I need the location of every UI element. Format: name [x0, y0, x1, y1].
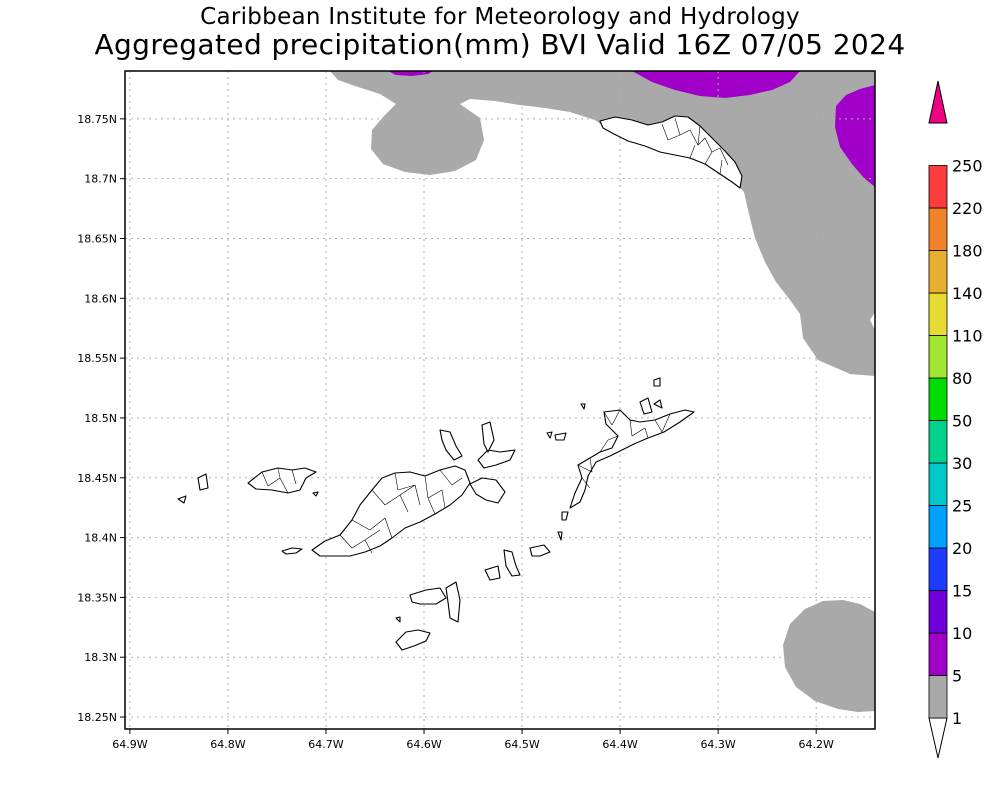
island-sv-cay-1: [546, 431, 553, 439]
x-tick-label: 64.9W: [112, 738, 147, 751]
island-west-cay-2: [177, 495, 187, 504]
grid: [125, 71, 875, 729]
plot-frame: [124, 70, 876, 730]
island-guana: [439, 429, 463, 461]
colorbar-label: 10: [952, 624, 972, 643]
y-tick-label: 18.4N: [84, 532, 117, 545]
island-broken-jerusalem: [529, 544, 551, 557]
island-sv-cay-4: [561, 511, 569, 521]
island-west-cay-1: [197, 473, 209, 491]
island-peter: [409, 587, 447, 605]
island-anegada: [599, 115, 743, 189]
x-tick-label: 64.4W: [602, 738, 637, 751]
island-jost-van-dyke: [247, 467, 317, 494]
island-great-camanoe: [477, 449, 516, 469]
colorbar-segment: [928, 292, 948, 336]
island-mosquito: [639, 397, 653, 415]
colorbar-segment: [928, 547, 948, 591]
colorbar-segment: [928, 420, 948, 464]
colorbar-label: 25: [952, 497, 972, 516]
y-tick-label: 18.6N: [84, 292, 117, 305]
island-prickly-pear: [653, 377, 661, 387]
colorbar-label: 250: [952, 157, 983, 176]
colorbar-label: 140: [952, 284, 983, 303]
island-necker: [653, 399, 663, 409]
y-tick-label: 18.35N: [77, 591, 117, 604]
colorbar-segment: [928, 377, 948, 421]
island-sv-cay-3: [580, 403, 586, 410]
island-salt-cooper: [445, 581, 461, 623]
island-beef: [469, 477, 506, 504]
precip-area-north-core: [632, 71, 800, 98]
colorbar-segment: [928, 675, 948, 719]
colorbar-segment: [928, 335, 948, 379]
title-line-1: Caribbean Institute for Meteorology and …: [200, 4, 800, 30]
colorbar-low-arrow: [928, 717, 948, 759]
jvd-parcels: [261, 467, 297, 494]
island-fallen-jerusalem: [503, 549, 521, 577]
y-tick-label: 18.45N: [77, 472, 117, 485]
precip-area-small-core: [388, 71, 433, 76]
island-norman: [395, 629, 431, 651]
x-tick-label: 64.5W: [504, 738, 539, 751]
x-axis: 64.9W 64.8W 64.7W 64.6W 64.5W 64.4W 64.3W 64.2W: [112, 729, 834, 751]
colorbar-label: 180: [952, 242, 983, 261]
island-sv-cay-5: [557, 531, 563, 541]
x-tick-label: 64.7W: [308, 738, 343, 751]
colorbar-label: 110: [952, 327, 983, 346]
island-virgin-gorda: [569, 409, 695, 509]
colorbar-label: 20: [952, 539, 972, 558]
colorbar-segment: [928, 207, 948, 251]
y-tick-label: 18.7N: [84, 173, 117, 186]
colorbar-segment: [928, 590, 948, 634]
colorbar-label: 30: [952, 454, 972, 473]
island-small-cay-sw: [395, 616, 401, 623]
x-tick-label: 64.8W: [210, 738, 245, 751]
island-little-thatch: [281, 547, 303, 555]
y-tick-label: 18.65N: [77, 232, 117, 245]
islands-layer: [177, 115, 743, 651]
y-tick-label: 18.5N: [84, 412, 117, 425]
island-tortola: [311, 465, 471, 557]
colorbar-segment: [928, 165, 948, 209]
colorbar-label: 80: [952, 369, 972, 388]
title-line-2: Aggregated precipitation(mm) BVI Valid 1…: [94, 28, 906, 61]
colorbar-label: 15: [952, 582, 972, 601]
colorbar-label: 5: [952, 667, 962, 686]
precip-area-northeast-core: [835, 85, 875, 187]
tortola-parcels: [339, 469, 463, 554]
y-axis: 18.75N 18.7N 18.65N 18.6N 18.55N 18.5N 18.45N 1…: [77, 113, 125, 724]
x-tick-label: 64.6W: [406, 738, 441, 751]
x-tick-label: 64.2W: [798, 738, 833, 751]
y-tick-label: 18.75N: [77, 113, 117, 126]
virgin-gorda-parcels: [577, 409, 671, 489]
colorbar-segment: [928, 632, 948, 676]
colorbar-high-arrow: [928, 80, 948, 124]
y-tick-label: 18.55N: [77, 352, 117, 365]
precip-area-north-rain-band: [330, 71, 875, 376]
colorbar-segment: [928, 250, 948, 294]
colorbar-segment: [928, 505, 948, 549]
colorbar-label: 1: [952, 709, 962, 728]
precip-layer: [330, 71, 875, 712]
island-ginger: [484, 565, 501, 581]
anegada-parcels: [661, 117, 729, 175]
x-tick-label: 64.3W: [700, 738, 735, 751]
island-sv-cay-2: [554, 432, 567, 441]
island-west-cay-3: [312, 491, 319, 497]
island-scrub: [481, 421, 495, 453]
y-tick-label: 18.3N: [84, 651, 117, 664]
colorbar-label: 220: [952, 199, 983, 218]
colorbar-label: 50: [952, 412, 972, 431]
y-tick-label: 18.25N: [77, 711, 117, 724]
colorbar-segment: [928, 462, 948, 506]
precip-area-southeast-blob: [783, 600, 875, 712]
